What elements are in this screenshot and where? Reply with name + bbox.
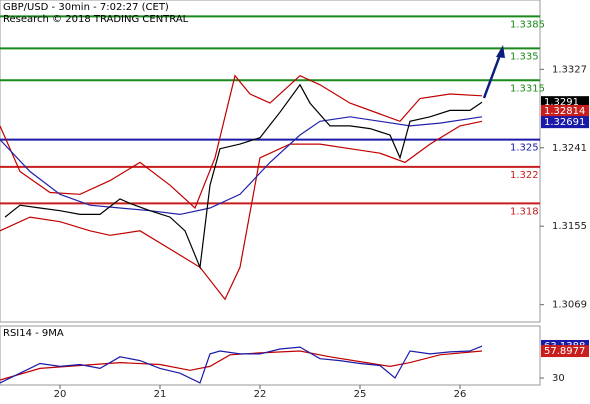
forecast-arrow [482,54,502,99]
main-panel [0,0,541,323]
main-plot [0,15,540,301]
x-tick-label: 20 [54,389,67,400]
series-line [0,345,483,384]
price-tag-label: 57.8977 [544,346,585,357]
y-tick-label: 1.3241 [552,143,587,154]
x-tick-label: 26 [454,389,467,400]
y-tick-label: 1.3155 [552,221,587,232]
x-tick-label: 25 [354,389,367,400]
series-line [0,116,483,216]
level-label: 1.3315 [510,83,545,94]
chart-subtitle: Research © 2018 TRADING CENTRAL [3,14,189,25]
series-line [0,120,483,301]
level-label: 1.3385 [510,19,545,30]
price-tag-label: 1.32691 [544,117,585,128]
rsi-panel [0,325,541,386]
y-tick-label: 1.3327 [552,64,587,75]
price-tag [541,104,589,117]
rsi-plot [0,345,483,384]
chart-title: GBP/USD - 30min - 7:02:27 (CET) [3,2,169,13]
level-label: 1.335 [510,51,539,62]
price-tag [541,116,589,129]
y-tick-label: 30 [552,373,565,384]
series-line [4,83,483,270]
price-tag-label: 1.3291 [544,97,579,108]
price-tag-label: 1.32814 [544,106,585,117]
overlay: 1.3069 1.3155 1.3241 1.3327 20 21 22 25 26 1.3385… [54,19,589,400]
level-label: 1.318 [510,206,539,217]
x-tick-label: 21 [154,389,167,400]
rsi-title: RSI14 - 9MA [3,328,64,339]
series-line [0,74,483,210]
x-tick-label: 22 [254,389,267,400]
level-label: 1.322 [510,170,539,181]
level-label: 1.325 [510,143,539,154]
price-tag [541,345,589,358]
y-tick-label: 1.3069 [552,300,587,311]
forecast-arrowhead [496,45,505,58]
